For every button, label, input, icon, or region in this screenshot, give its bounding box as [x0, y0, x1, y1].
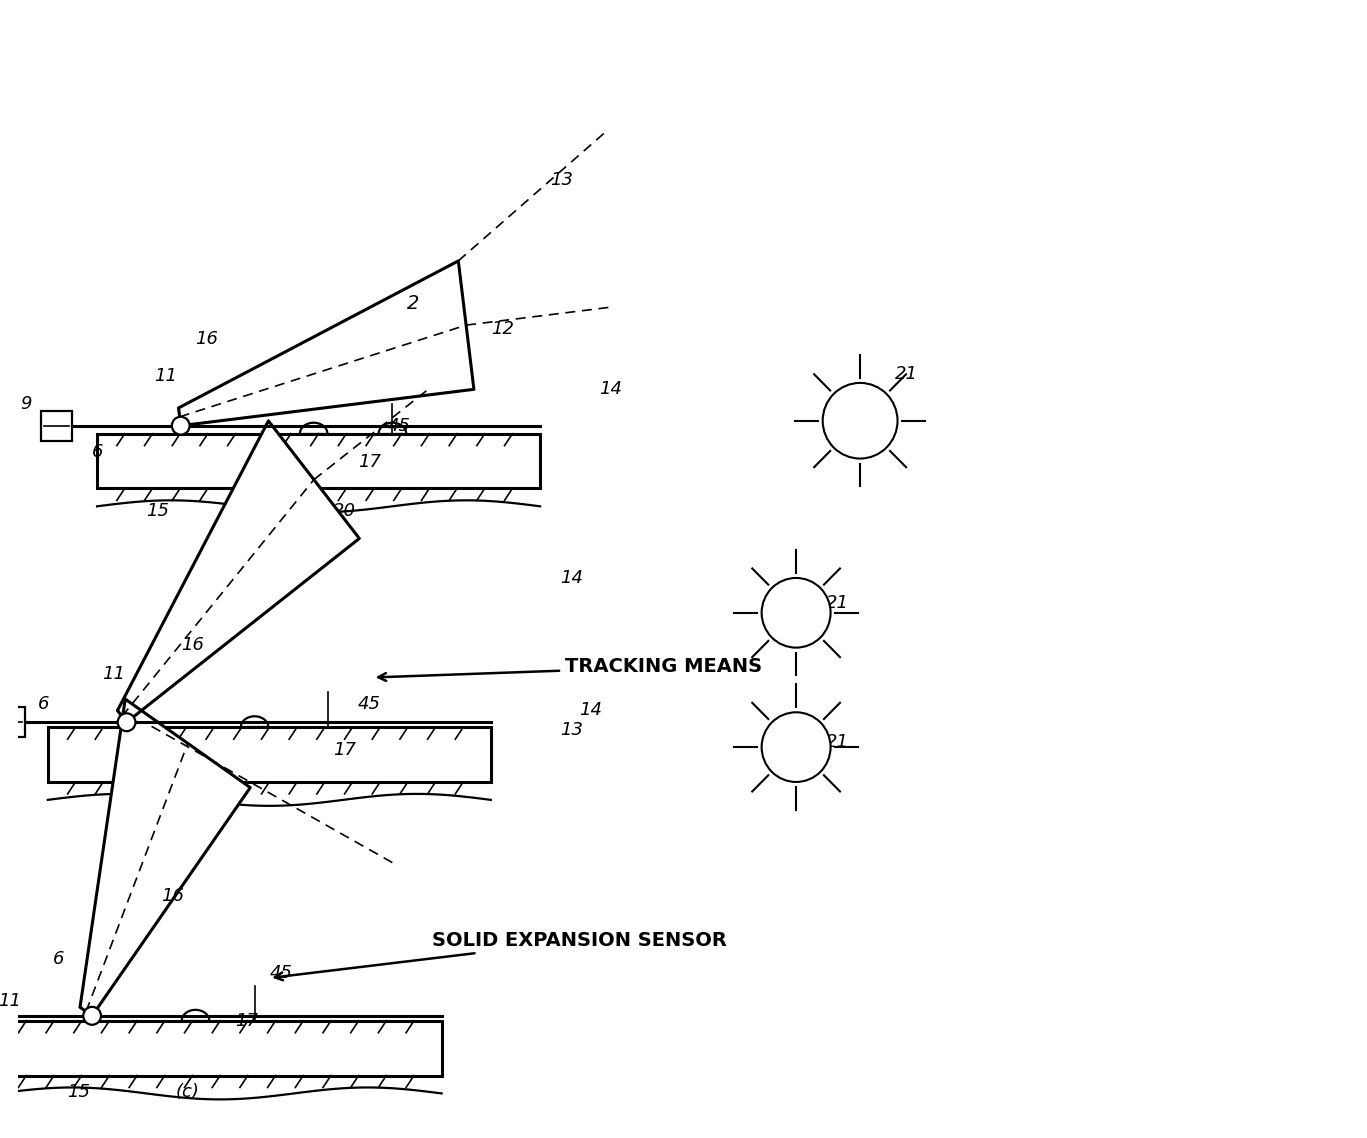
Text: 6: 6: [38, 695, 49, 714]
Text: 13: 13: [560, 721, 582, 740]
Text: 17: 17: [235, 1012, 258, 1030]
Text: 6: 6: [53, 950, 64, 968]
Text: 16: 16: [161, 888, 185, 906]
Text: 45: 45: [387, 417, 410, 435]
Polygon shape: [179, 261, 474, 426]
Bar: [41, 411, 72, 440]
Text: (a): (a): [254, 502, 280, 520]
Text: 14: 14: [560, 569, 582, 587]
Text: 45: 45: [269, 964, 293, 982]
Text: 9: 9: [21, 395, 31, 413]
Text: 11: 11: [154, 366, 178, 385]
Text: TRACKING MEANS: TRACKING MEANS: [379, 658, 761, 681]
Text: 14: 14: [599, 380, 622, 398]
Text: 20: 20: [334, 502, 357, 520]
Text: 11: 11: [0, 992, 22, 1009]
Text: 15: 15: [107, 801, 130, 819]
Text: 14: 14: [580, 701, 603, 719]
Polygon shape: [118, 421, 360, 723]
Text: 21: 21: [826, 733, 849, 751]
Circle shape: [118, 714, 135, 732]
Bar: [97, 434, 540, 488]
Text: (b): (b): [195, 801, 221, 819]
Text: 17: 17: [358, 453, 381, 470]
Text: 12: 12: [491, 320, 514, 338]
Text: 16: 16: [195, 330, 219, 348]
Text: 11: 11: [103, 666, 124, 684]
Text: 17: 17: [334, 741, 357, 759]
Text: (c): (c): [176, 1083, 200, 1102]
Text: 13: 13: [550, 171, 573, 189]
Text: SOLID EXPANSION SENSOR: SOLID EXPANSION SENSOR: [275, 931, 727, 980]
Circle shape: [761, 712, 831, 782]
Text: 21: 21: [826, 594, 849, 612]
Circle shape: [83, 1007, 101, 1024]
Text: 6: 6: [92, 443, 104, 461]
Bar: [0, 708, 25, 737]
Text: 15: 15: [146, 502, 170, 520]
Text: 15: 15: [67, 1083, 90, 1102]
Text: 21: 21: [894, 365, 917, 382]
Circle shape: [761, 578, 831, 648]
Text: 2: 2: [407, 295, 420, 313]
Bar: [0, 1021, 442, 1075]
Polygon shape: [81, 699, 250, 1016]
Circle shape: [172, 417, 190, 435]
Bar: [48, 727, 491, 782]
Text: 16: 16: [180, 636, 204, 653]
Text: 45: 45: [358, 695, 381, 714]
Circle shape: [823, 382, 898, 459]
